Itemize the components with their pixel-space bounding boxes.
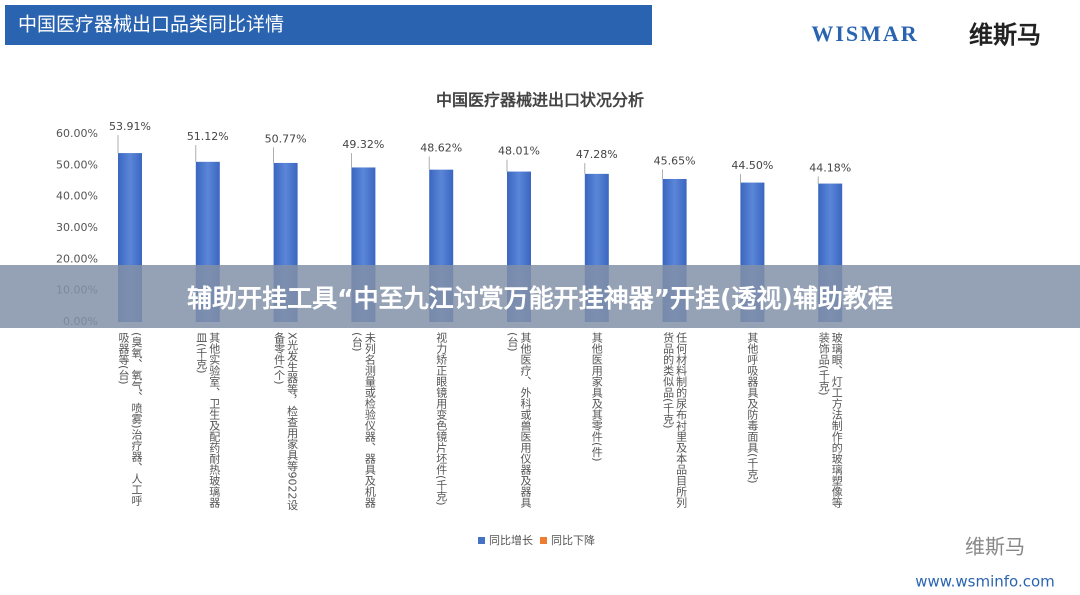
value-label: 44.50% (731, 159, 773, 172)
x-tick-label: 视力矫正眼镜用变色镜片坯件(千克) (434, 332, 448, 506)
value-label: 51.12% (187, 130, 229, 143)
header-title: 中国医疗器械出口品类同比详情 (18, 14, 284, 36)
x-tick-label: 其他医疗、外科或兽医用仪器及器具(台) (506, 332, 532, 508)
value-label: 50.77% (265, 132, 307, 145)
legend-swatch (478, 537, 485, 544)
header-bar (5, 5, 652, 45)
legend-swatch (540, 537, 547, 544)
value-label: 45.65% (654, 154, 696, 167)
x-tick-label: 其他实验室、卫生及配药耐热玻璃器皿(千克) (194, 332, 221, 508)
y-tick-label: 30.00% (56, 221, 98, 234)
logo-cn: 维斯马 (969, 21, 1041, 49)
x-tick-label: 其他呼吸器具及防毒面具(千克) (745, 332, 759, 484)
chart-title: 中国医疗器械进出口状况分析 (436, 91, 644, 110)
y-tick-label: 50.00% (56, 158, 98, 171)
y-tick-label: 20.00% (56, 252, 98, 265)
y-tick-label: 40.00% (56, 190, 98, 203)
x-tick-label: 玻璃眼、灯工方法制作的玻璃塑像等装饰品(千克) (817, 332, 844, 508)
x-tick-label: 未列名测量或检验仪器、器具及机器(台) (350, 332, 377, 508)
value-label: 48.62% (420, 141, 462, 154)
value-label: 48.01% (498, 145, 540, 158)
x-tick-label: 任何材料制的尿布衬里及本品目所列货品的类似品(千克) (661, 332, 688, 508)
url: www.wsminfo.com (915, 573, 1055, 591)
y-tick-label: 60.00% (56, 127, 98, 140)
x-tick-label: (臭氧、氧气、喷雾)治疗器、人工呼吸器等(台) (117, 332, 143, 506)
x-tick-label: 其他医用家具及其零件(件) (590, 332, 604, 462)
value-label: 47.28% (576, 148, 618, 161)
x-tick-label: X光发生器等，检查用家具等9022设备零件(个) (272, 332, 299, 511)
logo: WISMAR (811, 21, 918, 46)
wechat: 维斯马 (965, 535, 1025, 559)
legend-label: 同比增长 (489, 533, 533, 547)
value-label: 49.32% (342, 138, 384, 151)
value-label: 53.91% (109, 120, 151, 133)
value-label: 44.18% (809, 161, 851, 174)
legend-label: 同比下降 (551, 533, 595, 547)
banner: 辅助开挂工具“中至九江讨赏万能开挂神器”开挂(透视)辅助教程 (0, 265, 1080, 328)
